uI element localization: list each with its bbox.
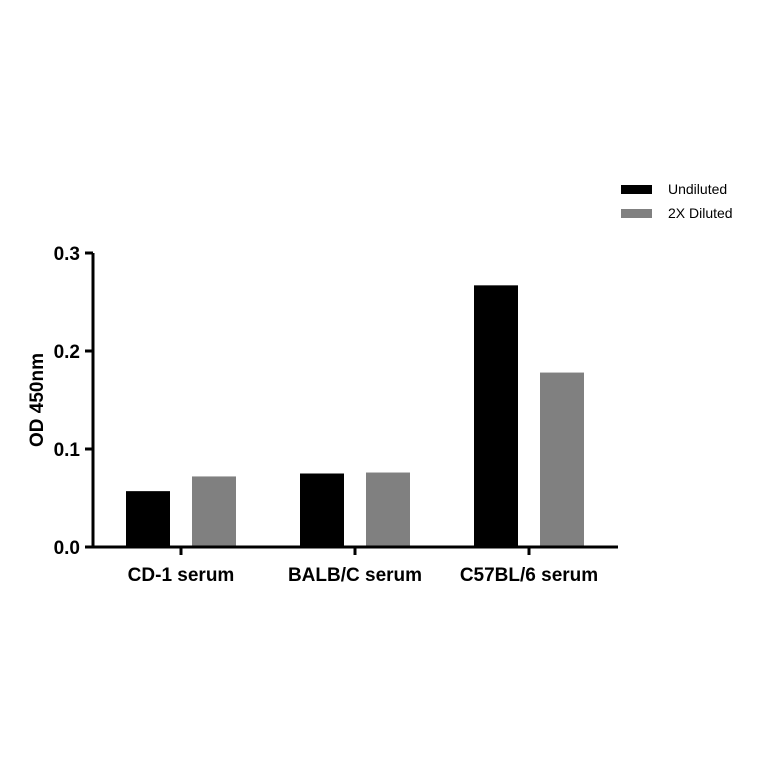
y-axis-title: OD 450nm	[27, 353, 48, 447]
bar-undiluted	[474, 285, 518, 547]
legend-label: 2X Diluted	[668, 205, 733, 221]
y-ticks-group: 0.0 0.1 0.2 0.3	[54, 244, 93, 559]
bars-group	[126, 285, 584, 547]
x-tick-label: BALB/C serum	[288, 565, 422, 586]
y-tick-label: 0.3	[54, 244, 80, 265]
y-tick-label: 0.2	[54, 342, 80, 363]
legend-swatch	[621, 209, 652, 218]
bar-2x-diluted	[192, 476, 236, 547]
y-tick-label: 0.1	[54, 440, 81, 461]
bar-undiluted	[126, 491, 170, 547]
legend-swatch	[621, 185, 652, 194]
bar-2x-diluted	[540, 372, 584, 547]
axes-group	[91, 253, 618, 549]
y-tick-label: 0.0	[54, 538, 80, 559]
legend-label: Undiluted	[668, 181, 727, 197]
bar-2x-diluted	[366, 472, 410, 547]
x-tick-label: CD-1 serum	[128, 565, 235, 586]
x-tick-label: C57BL/6 serum	[460, 565, 598, 586]
bar-undiluted	[300, 473, 344, 547]
legend: Undiluted 2X Diluted	[621, 181, 733, 221]
x-ticks-group: CD-1 serum BALB/C serum C57BL/6 serum	[128, 547, 598, 586]
